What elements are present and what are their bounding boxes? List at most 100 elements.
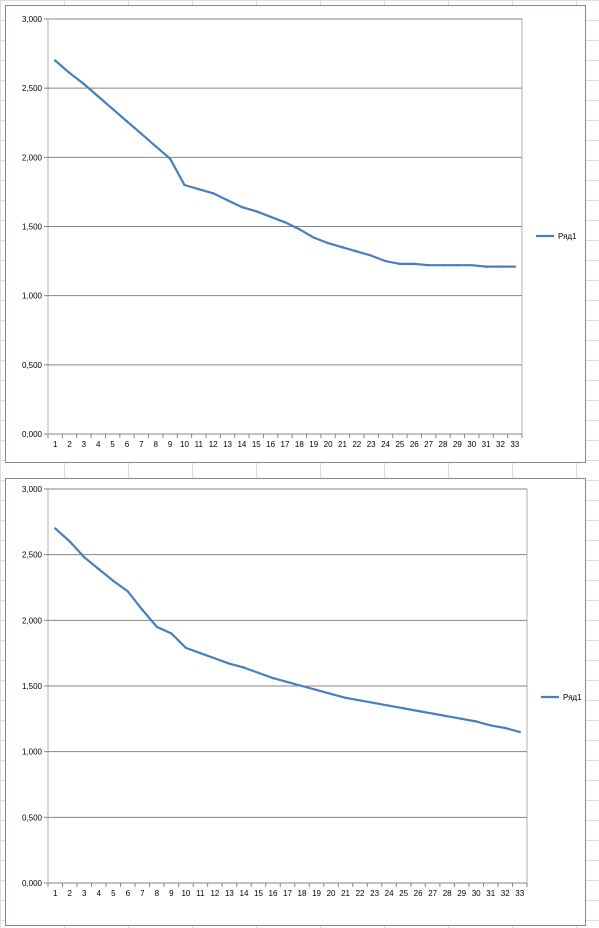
data-point[interactable]: [54, 527, 57, 530]
y-tick-label: 0,000: [22, 430, 43, 439]
data-point[interactable]: [373, 701, 376, 705]
data-point[interactable]: [355, 250, 359, 253]
data-point[interactable]: [269, 215, 272, 219]
data-point[interactable]: [199, 651, 202, 655]
y-tick-label: 0,500: [22, 361, 43, 370]
data-point[interactable]: [97, 95, 100, 98]
data-point[interactable]: [315, 688, 318, 692]
x-tick-label: 29: [457, 889, 466, 898]
data-point[interactable]: [283, 221, 287, 224]
data-point[interactable]: [384, 259, 387, 263]
data-point[interactable]: [242, 666, 246, 669]
x-tick-label: 17: [283, 889, 292, 898]
data-point[interactable]: [398, 262, 402, 266]
data-point[interactable]: [413, 262, 416, 266]
x-tick-label: 1: [53, 889, 58, 898]
x-tick-label: 22: [352, 440, 361, 449]
data-point[interactable]: [456, 264, 459, 267]
data-point[interactable]: [226, 199, 229, 202]
chart-bottom[interactable]: 0,000 0,500 1,000 1,500 2,000 2,500 3,000 1 2 3 4 5…: [5, 478, 586, 926]
data-point[interactable]: [126, 590, 130, 593]
x-tick-label: 27: [428, 889, 437, 898]
data-point[interactable]: [312, 236, 315, 239]
data-point[interactable]: [240, 205, 244, 209]
data-point[interactable]: [184, 646, 188, 650]
x-tick-label: 28: [439, 440, 448, 449]
data-point[interactable]: [111, 107, 114, 111]
x-tick-label: 2: [67, 440, 72, 449]
x-tick-label: 9: [169, 889, 174, 898]
y-tick-label: 3,000: [22, 485, 43, 494]
data-point[interactable]: [369, 254, 373, 257]
series-line[interactable]: [54, 59, 515, 268]
data-point[interactable]: [257, 671, 260, 675]
data-point[interactable]: [441, 264, 445, 267]
data-point[interactable]: [140, 132, 143, 136]
data-point[interactable]: [112, 579, 115, 583]
data-point[interactable]: [68, 540, 71, 543]
data-point[interactable]: [53, 59, 57, 62]
data-point[interactable]: [474, 720, 478, 723]
chart-top[interactable]: 0,000 0,500 1,000 1,500 2,000 2,500 3,000 1 2 3 4 5…: [5, 5, 586, 463]
data-point[interactable]: [168, 157, 172, 160]
data-point[interactable]: [329, 692, 333, 696]
data-point[interactable]: [518, 730, 521, 734]
series-line[interactable]: [54, 527, 520, 734]
data-point[interactable]: [402, 707, 405, 710]
x-tick-label: 8: [155, 889, 160, 898]
x-tick-label: 6: [126, 889, 131, 898]
data-point[interactable]: [211, 192, 215, 195]
y-tick-label: 2,000: [22, 616, 43, 625]
data-point[interactable]: [387, 704, 391, 707]
x-tick-label: 5: [110, 440, 115, 449]
x-tick-label: 15: [252, 440, 261, 449]
x-tick-label: 11: [195, 440, 204, 449]
data-point[interactable]: [504, 726, 507, 730]
data-point[interactable]: [358, 699, 362, 702]
x-tick-label: 24: [385, 889, 394, 898]
data-point[interactable]: [125, 120, 129, 123]
data-point[interactable]: [298, 228, 301, 231]
y-tick-label: 2,500: [22, 551, 43, 560]
y-tick-label: 1,500: [22, 682, 43, 691]
y-tick-label: 1,000: [22, 292, 43, 301]
y-tick-label: 1,500: [22, 223, 43, 232]
data-point[interactable]: [489, 724, 492, 727]
data-point[interactable]: [427, 264, 430, 267]
data-point[interactable]: [445, 715, 449, 718]
x-tick-label: 17: [281, 440, 290, 449]
data-point[interactable]: [97, 567, 101, 571]
data-point[interactable]: [513, 265, 517, 268]
data-point[interactable]: [213, 657, 217, 660]
data-point[interactable]: [197, 187, 201, 191]
data-point[interactable]: [460, 717, 463, 721]
data-point[interactable]: [431, 712, 434, 715]
x-tick-label: 30: [467, 440, 476, 449]
x-tick-label: 32: [496, 440, 505, 449]
x-tick-label: 25: [395, 440, 404, 449]
data-point[interactable]: [499, 265, 502, 268]
data-point[interactable]: [170, 632, 173, 635]
data-point[interactable]: [484, 265, 488, 268]
data-point[interactable]: [300, 684, 304, 688]
data-point[interactable]: [154, 145, 157, 148]
data-point[interactable]: [344, 696, 347, 700]
data-point[interactable]: [341, 246, 344, 249]
data-point[interactable]: [82, 82, 86, 86]
data-point[interactable]: [271, 676, 275, 680]
data-point[interactable]: [326, 241, 330, 245]
data-point[interactable]: [286, 680, 289, 684]
x-tick-label: 21: [341, 889, 350, 898]
x-tick-label: 2: [68, 889, 73, 898]
data-point[interactable]: [141, 608, 144, 612]
data-point[interactable]: [68, 71, 71, 75]
data-point[interactable]: [416, 709, 420, 713]
x-tick-label: 12: [209, 440, 218, 449]
data-point[interactable]: [228, 662, 231, 665]
data-point[interactable]: [183, 183, 186, 187]
data-point[interactable]: [83, 556, 86, 559]
data-point[interactable]: [155, 625, 159, 629]
data-point[interactable]: [255, 210, 258, 213]
data-point[interactable]: [470, 264, 473, 267]
